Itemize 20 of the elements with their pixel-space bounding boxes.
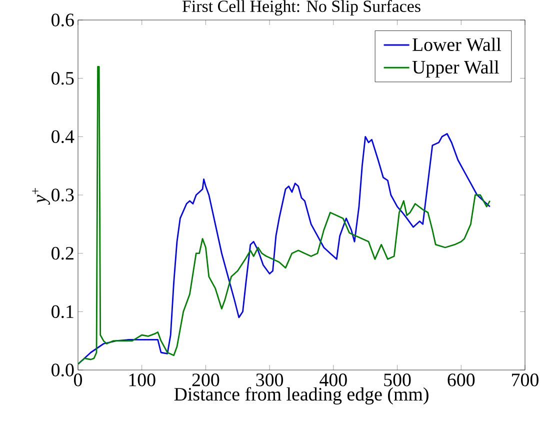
y-tick-label: 0.1 xyxy=(52,305,74,318)
y-axis-title: y$^{+}$ xyxy=(32,188,50,205)
x-tick-label: 200 xyxy=(192,374,220,386)
y-tick-label: 0.2 xyxy=(52,246,74,260)
y-tick-label: 0.4 xyxy=(52,130,74,144)
x-tick-label: 600 xyxy=(448,374,475,386)
y-tick-label: 0.0 xyxy=(52,364,74,376)
legend-label: Lower Wall xyxy=(412,38,502,52)
y-tick-label: 0.3 xyxy=(52,188,74,202)
x-tick-label: 700 xyxy=(512,374,538,386)
y-tick-label: 0.5 xyxy=(52,72,74,85)
legend-label: Upper Wall xyxy=(412,60,499,78)
x-tick-label: 0 xyxy=(74,374,82,386)
x-tick-label: 300 xyxy=(256,374,284,386)
x-tick-label: 100 xyxy=(129,374,156,386)
chart-title: First Cell Height: No Slip Surfaces xyxy=(182,0,420,16)
x-tick-label: 400 xyxy=(320,374,347,386)
x-tick-label: 500 xyxy=(384,374,411,386)
x-axis-title: Distance from leading edge (mm) xyxy=(174,387,428,405)
y-tick-label: 0.6 xyxy=(52,14,74,26)
